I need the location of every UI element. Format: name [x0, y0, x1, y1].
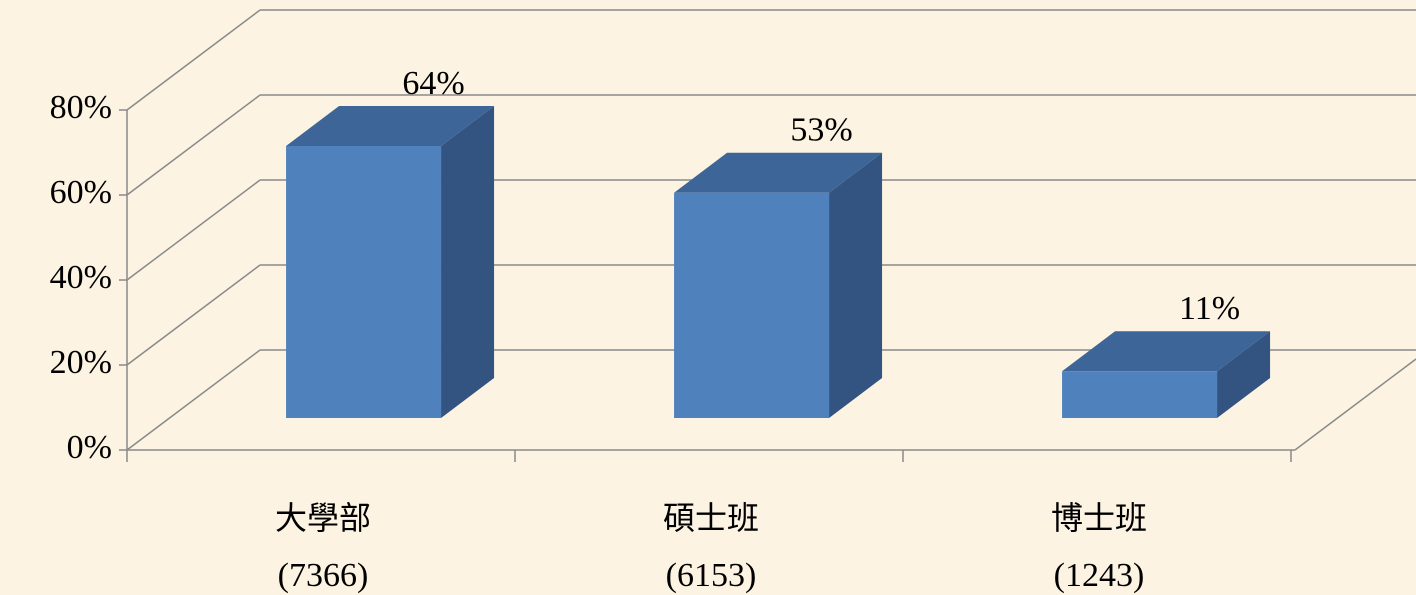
- side-grid-line: [126, 349, 261, 451]
- bar-top: [674, 152, 883, 193]
- floor-right-edge: [1294, 358, 1416, 451]
- bar-top: [286, 106, 495, 146]
- value-label: 53%: [790, 112, 852, 149]
- x-tick-label: 碩士班: [663, 499, 759, 537]
- side-grid-line: [126, 179, 261, 281]
- bar-side: [1217, 331, 1271, 418]
- x-tick-label: 博士班: [1051, 499, 1147, 537]
- bar: [286, 146, 442, 418]
- bar-top: [1062, 331, 1271, 372]
- side-grid-line: [126, 9, 261, 111]
- x-tick-label: 大學部: [275, 499, 371, 537]
- x-tick-label: (6153): [666, 557, 757, 594]
- y-tick-label: 40%: [50, 259, 112, 296]
- value-label: 11%: [1179, 290, 1240, 327]
- y-tick-label: 80%: [50, 89, 112, 126]
- side-grid-line: [126, 94, 261, 196]
- side-grid-line: [126, 264, 261, 366]
- x-tick-label: (7366): [278, 557, 369, 594]
- bar: [1062, 371, 1218, 418]
- y-tick-label: 20%: [50, 344, 112, 381]
- bar: [674, 192, 830, 418]
- x-tick-label: (1243): [1054, 557, 1145, 594]
- bar-side: [441, 106, 495, 418]
- bar-side: [829, 152, 883, 418]
- value-label: 64%: [402, 65, 464, 102]
- y-tick-label: 60%: [50, 174, 112, 211]
- y-tick-label: 0%: [67, 429, 112, 466]
